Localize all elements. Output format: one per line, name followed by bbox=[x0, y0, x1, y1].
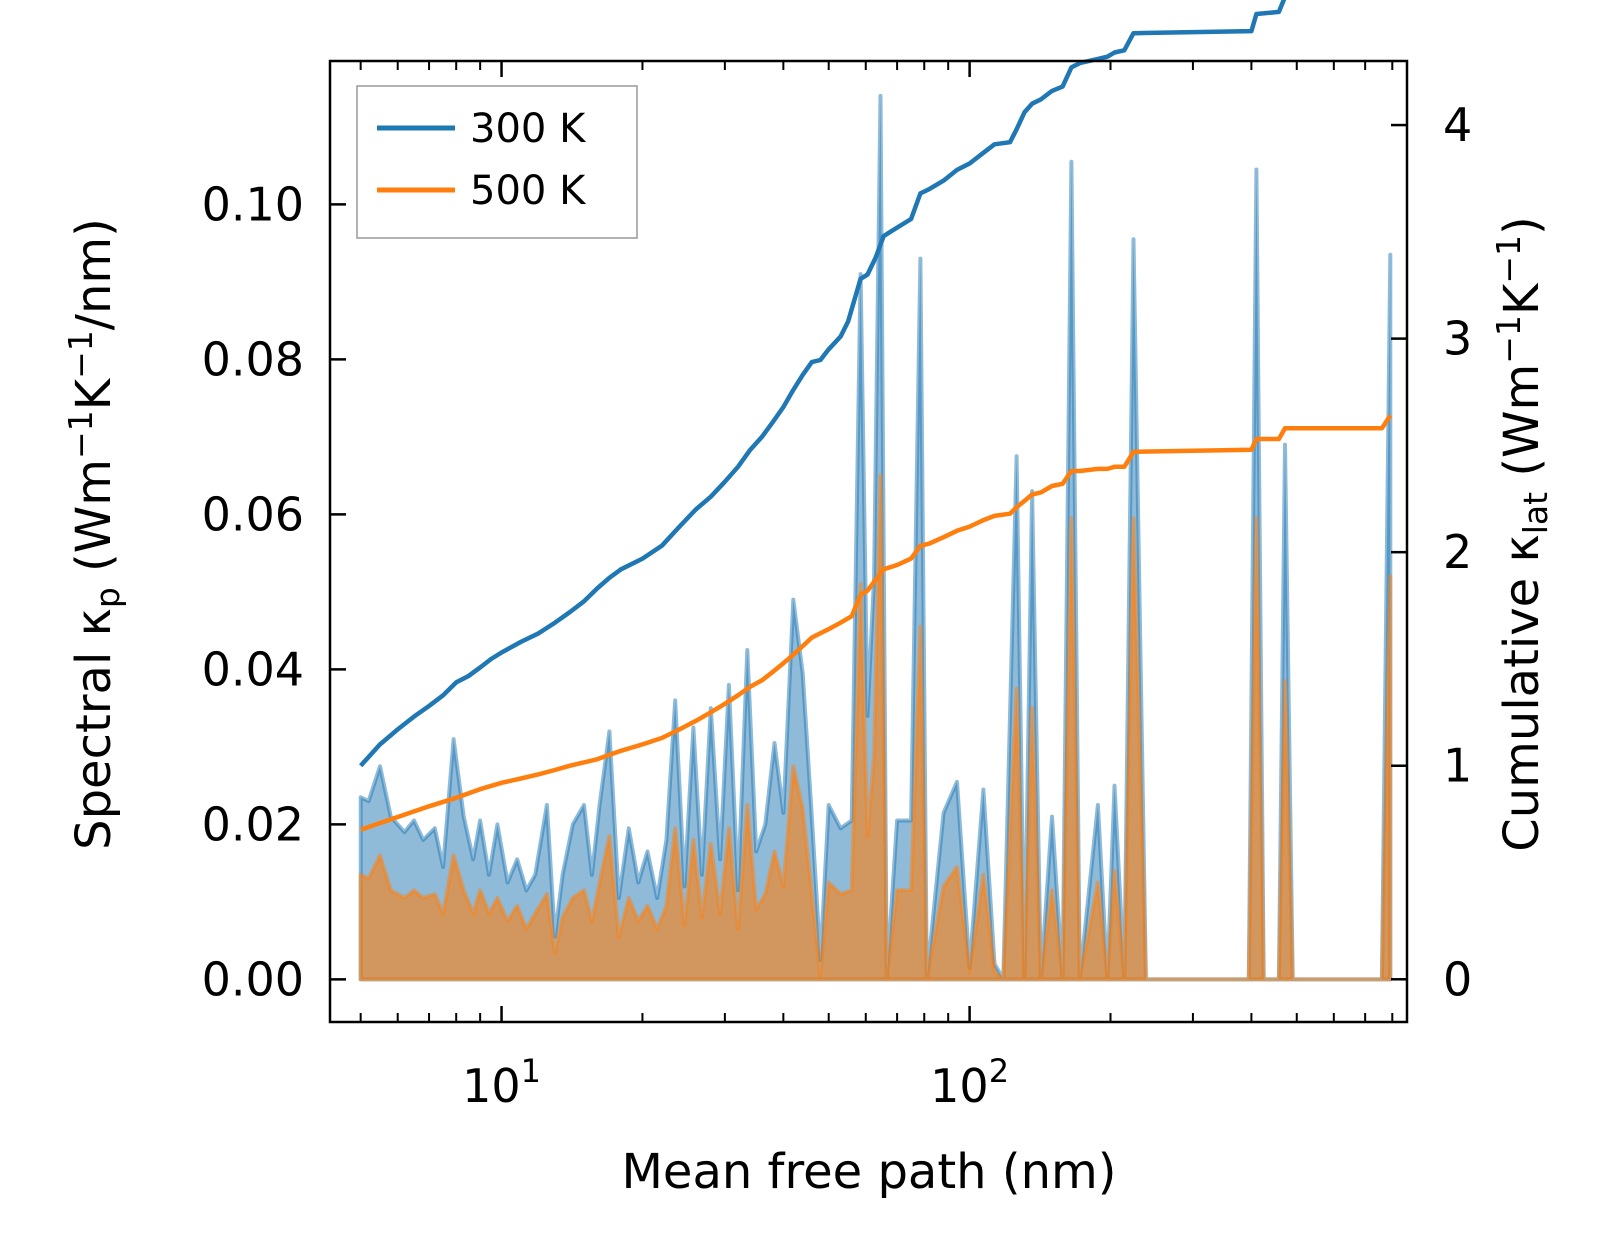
cumulative-line-500k bbox=[359, 414, 1393, 832]
left-y-axis-label: Spectral κp (Wm−1K−1/nm) bbox=[61, 218, 127, 850]
x-tick-label: 101 bbox=[462, 1052, 541, 1113]
right-y-label-tail: ) bbox=[1494, 216, 1550, 235]
right-y-label-sup2: −1 bbox=[1489, 235, 1528, 284]
right-y-tick-label: 2 bbox=[1443, 525, 1472, 579]
left-y-tick-label: 0.10 bbox=[202, 177, 304, 231]
left-y-label-tail: /nm) bbox=[66, 218, 122, 330]
legend-frame bbox=[356, 85, 638, 239]
left-y-label-sub: p bbox=[88, 587, 127, 608]
x-tick-label-exponent: 2 bbox=[989, 1052, 1009, 1090]
left-y-tick-label: 0.00 bbox=[202, 952, 304, 1006]
legend-label-500k: 500 K bbox=[470, 168, 587, 214]
right-y-tick-label: 3 bbox=[1443, 312, 1472, 366]
right-y-tick-label: 0 bbox=[1443, 952, 1472, 1006]
x-axis-label: Mean free path (nm) bbox=[622, 1144, 1117, 1200]
left-y-tick-label: 0.02 bbox=[202, 797, 304, 851]
axes-frame bbox=[328, 59, 1409, 1024]
right-y-label-sup1: −1 bbox=[1489, 315, 1528, 364]
legend: 300 K 500 K bbox=[356, 85, 638, 239]
x-tick-label-base: 10 bbox=[462, 1059, 521, 1113]
x-tick-label-exponent: 1 bbox=[521, 1052, 541, 1090]
spectral-area-500k bbox=[358, 473, 1393, 982]
left-y-label-k: K bbox=[66, 377, 122, 410]
right-y-label-units: (Wm bbox=[1494, 364, 1550, 492]
left-y-label-prefix: Spectral κ bbox=[66, 608, 122, 850]
left-y-label-units: (Wm bbox=[66, 459, 122, 587]
x-tick-label-base: 10 bbox=[930, 1059, 989, 1113]
right-y-label-prefix: Cumulative κ bbox=[1494, 534, 1550, 852]
cumulative-line-300k bbox=[359, 0, 1287, 768]
left-y-tick-label: 0.08 bbox=[202, 332, 304, 386]
right-y-tick-label: 4 bbox=[1443, 98, 1472, 152]
right-y-tick-label: 1 bbox=[1443, 739, 1472, 793]
right-y-axis-label: Cumulative κlat (Wm−1K−1) bbox=[1489, 216, 1555, 852]
x-tick-label: 102 bbox=[930, 1052, 1009, 1113]
left-y-label-sup2: −1 bbox=[61, 330, 100, 379]
right-y-label-k: K bbox=[1494, 282, 1550, 315]
right-y-label-sub: lat bbox=[1516, 492, 1555, 534]
legend-label-300k: 300 K bbox=[470, 106, 587, 152]
left-y-label-sup1: −1 bbox=[61, 410, 100, 459]
plot-area bbox=[358, 0, 1393, 982]
left-y-tick-label: 0.04 bbox=[202, 642, 304, 696]
left-y-tick-label: 0.06 bbox=[202, 487, 304, 541]
